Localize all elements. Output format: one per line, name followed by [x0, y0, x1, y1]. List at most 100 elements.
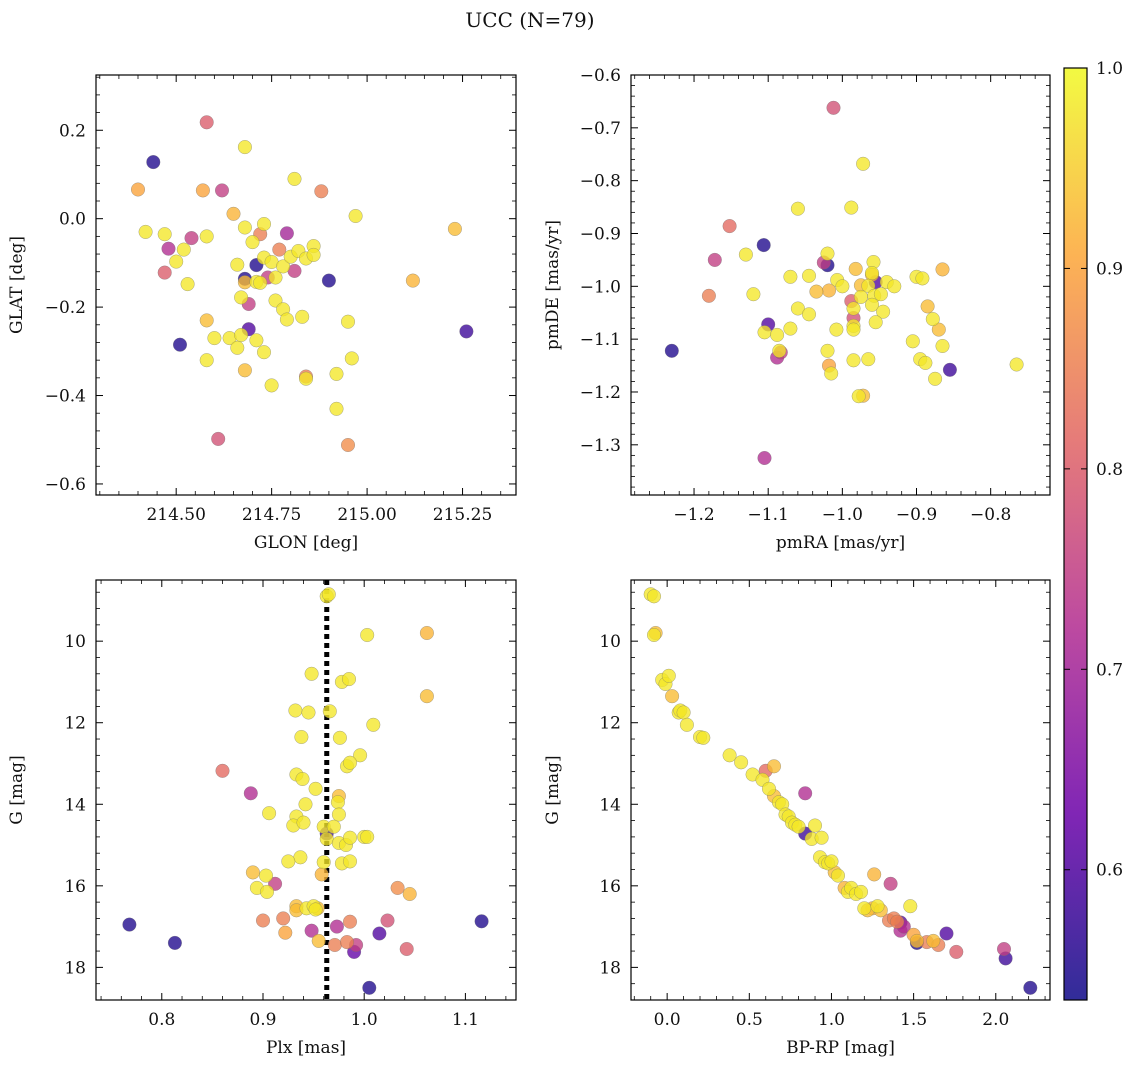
data-point	[306, 247, 321, 262]
data-point	[766, 759, 782, 774]
x-axis-label: BP-RP [mag]	[786, 1038, 895, 1058]
data-point	[243, 786, 258, 801]
scatter-points	[643, 587, 1038, 995]
data-point	[864, 266, 880, 281]
data-point	[326, 819, 341, 834]
data-point	[314, 184, 329, 199]
data-point	[372, 926, 387, 941]
data-point	[146, 155, 161, 170]
data-point	[288, 703, 303, 718]
data-point	[646, 627, 662, 643]
axes-frame	[630, 579, 1051, 1001]
x-tick-label: 0.5	[736, 1010, 763, 1030]
data-point	[915, 271, 930, 286]
data-point	[234, 290, 249, 305]
glon-glat-scatter-panel: 214.50 214.75 215.00 215.25 −0.6 −0.4 −0.2 0.0 0…	[7, 74, 517, 553]
data-point	[701, 288, 716, 303]
data-point	[857, 901, 872, 916]
x-tick-label: 1.5	[900, 1010, 927, 1030]
x-tick-label: −0.8	[970, 505, 1011, 525]
data-point	[665, 689, 680, 704]
data-point	[942, 362, 957, 377]
data-point	[390, 880, 405, 895]
y-tick-label: 14	[599, 795, 621, 815]
y-tick-label: 16	[599, 877, 621, 897]
data-point	[331, 807, 346, 822]
data-point	[157, 265, 172, 280]
data-point	[851, 389, 866, 404]
data-point	[340, 314, 356, 329]
data-point	[308, 902, 323, 917]
data-point	[258, 868, 274, 883]
y-tick-label: −1.2	[580, 383, 621, 403]
x-tick-label: 215.00	[337, 505, 396, 525]
x-axis-label: GLON [deg]	[254, 533, 358, 553]
data-point	[366, 717, 381, 732]
axes-frame	[630, 74, 1051, 496]
data-point	[738, 247, 753, 262]
y-axis-label: G [mag]	[7, 755, 27, 824]
data-point	[122, 917, 137, 932]
data-point	[807, 818, 823, 833]
data-point	[348, 208, 363, 224]
data-point	[402, 886, 417, 902]
data-point	[281, 854, 296, 869]
figure-title: UCC (N=79)	[465, 8, 594, 32]
data-point	[814, 830, 829, 845]
data-point	[176, 242, 191, 257]
data-point	[234, 327, 249, 343]
data-point	[138, 224, 153, 239]
data-point	[276, 911, 291, 926]
y-axis-label: G [mag]	[543, 755, 563, 824]
data-point	[867, 867, 882, 882]
y-tick-label: −1.1	[580, 330, 621, 350]
x-tick-label: 2.0	[982, 1010, 1009, 1030]
y-tick-label: 18	[64, 958, 86, 978]
data-point	[801, 268, 817, 283]
data-point	[791, 819, 806, 834]
data-point	[294, 729, 309, 745]
x-tick-label: −1.1	[748, 505, 789, 525]
pm-scatter-panel: −1.2 −1.1 −1.0 −0.9 −0.8 −0.6 −0.7 −0.8 −0.9 −1.0…	[543, 66, 1051, 553]
x-tick-label: −0.9	[896, 505, 937, 525]
data-point	[330, 795, 345, 810]
data-point	[790, 301, 805, 316]
data-point	[249, 333, 264, 348]
data-point	[903, 899, 918, 914]
y-axis-label: GLAT [deg]	[7, 236, 27, 334]
data-point	[835, 279, 850, 294]
data-point	[856, 156, 871, 171]
data-point	[360, 829, 375, 844]
data-point	[199, 313, 214, 328]
data-point	[304, 923, 319, 938]
data-point	[298, 797, 313, 812]
data-point	[360, 627, 375, 643]
data-point	[949, 944, 964, 959]
data-point	[226, 206, 241, 221]
data-point	[172, 337, 188, 352]
y-tick-label: 14	[64, 795, 86, 815]
data-point	[256, 216, 272, 232]
data-point	[279, 226, 294, 241]
y-tick-label: 12	[64, 714, 86, 734]
data-point	[746, 287, 761, 302]
data-point	[868, 315, 883, 330]
data-point	[169, 254, 184, 269]
data-point	[918, 355, 933, 370]
y-tick-label: −0.6	[45, 475, 86, 495]
x-tick-label: 214.75	[242, 505, 301, 525]
data-point	[272, 242, 287, 257]
x-tick-label: 214.50	[146, 505, 205, 525]
x-tick-label: 215.25	[433, 505, 492, 525]
data-point	[790, 201, 805, 216]
data-point	[474, 914, 489, 929]
data-point	[734, 755, 749, 770]
data-point	[304, 666, 319, 681]
data-point	[230, 340, 245, 355]
data-point	[846, 301, 861, 316]
data-point	[259, 884, 275, 899]
scatter-points	[130, 115, 474, 453]
y-tick-label: 10	[599, 632, 621, 652]
data-point	[757, 450, 772, 466]
